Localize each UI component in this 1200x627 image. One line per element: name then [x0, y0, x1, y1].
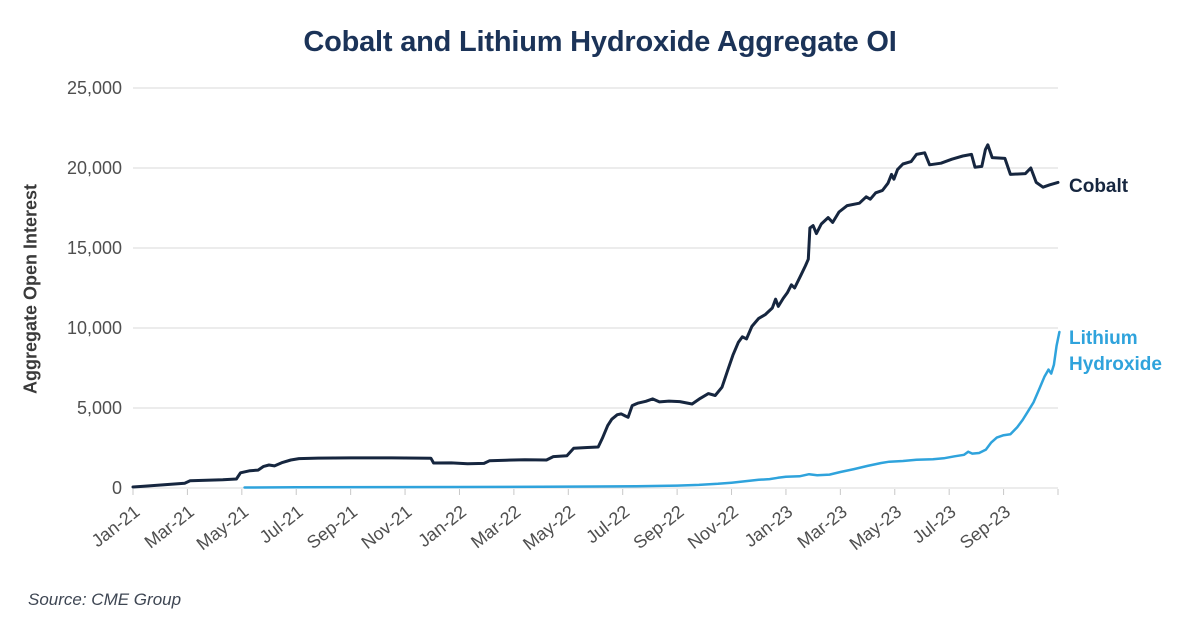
x-tick-label: Sep-21 — [303, 501, 361, 552]
x-tick-label: Mar-23 — [794, 501, 851, 552]
source-note: Source: CME Group — [28, 590, 182, 609]
x-tick-label: Jan-22 — [414, 501, 470, 551]
x-tick-label: Jul-22 — [582, 501, 633, 547]
lithium-series-label-line2: Hydroxide — [1069, 354, 1162, 375]
x-tick-label: May-22 — [519, 501, 579, 554]
x-tick-label: Sep-23 — [956, 501, 1014, 552]
x-tick-label: Mar-21 — [141, 501, 198, 552]
y-tick-label: 15,000 — [67, 238, 122, 258]
x-tick-label: May-23 — [846, 501, 906, 554]
x-tick-label: Nov-21 — [357, 501, 415, 552]
x-tick-label: May-21 — [193, 501, 253, 554]
lithium-series-label-line1: Lithium — [1069, 328, 1138, 349]
x-tick-label: Sep-22 — [630, 501, 688, 552]
x-tick-label: Mar-22 — [467, 501, 524, 552]
cobalt-line — [131, 143, 1060, 489]
y-tick-label: 5,000 — [77, 398, 122, 418]
x-tick-label: Nov-22 — [684, 501, 742, 552]
x-tick-label: Jul-23 — [909, 501, 960, 547]
y-tick-label: 0 — [112, 478, 122, 498]
y-tick-label: 10,000 — [67, 318, 122, 338]
x-tick-label: Jul-21 — [256, 501, 307, 547]
cobalt-series-label: Cobalt — [1069, 176, 1129, 197]
x-tick-label: Jan-21 — [88, 501, 144, 551]
y-tick-label: 20,000 — [67, 158, 122, 178]
lithium-hydroxide-line — [243, 330, 1061, 489]
y-tick-label: 25,000 — [67, 78, 122, 98]
x-tick-label: Jan-23 — [741, 501, 797, 551]
chart-title: Cobalt and Lithium Hydroxide Aggregate O… — [303, 26, 897, 58]
lithium-series-label: Lithium Hydroxide — [1069, 326, 1162, 378]
